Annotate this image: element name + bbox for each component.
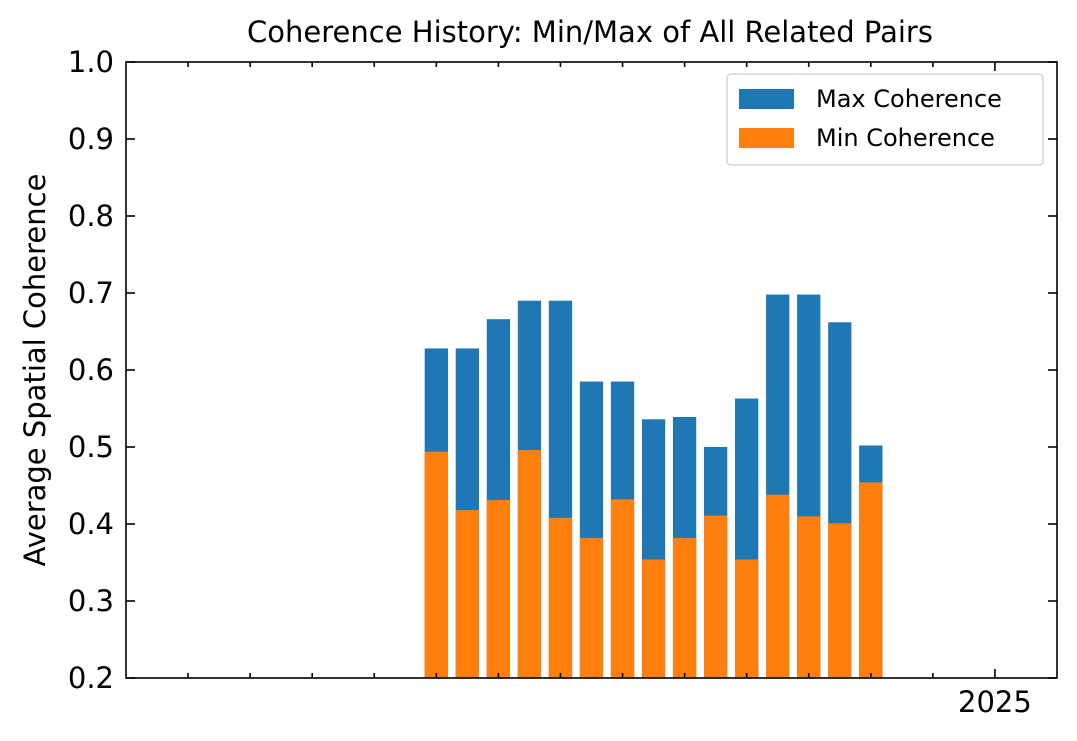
bar-min-6 — [610, 499, 635, 678]
bar-min-11 — [766, 494, 790, 678]
legend-label-0: Max Coherence — [816, 85, 1002, 113]
bar-min-1 — [455, 510, 480, 678]
legend-swatch-0 — [739, 89, 794, 109]
bar-min-0 — [424, 451, 448, 678]
legend-box — [726, 73, 1044, 166]
bar-min-9 — [703, 515, 728, 678]
bars-group — [424, 294, 883, 678]
bar-min-8 — [672, 537, 697, 678]
y-tick-label-4: 0.6 — [68, 353, 114, 387]
y-tick-label-6: 0.8 — [68, 199, 114, 233]
y-tick-label-2: 0.4 — [68, 507, 114, 541]
bar-min-10 — [735, 559, 759, 678]
y-tick-label-0: 0.2 — [68, 661, 114, 695]
y-tick-label-5: 0.7 — [68, 276, 114, 310]
legend: Max Coherence Min Coherence — [726, 73, 1044, 166]
y-tick-label-1: 0.3 — [68, 584, 114, 618]
bar-min-13 — [828, 523, 852, 678]
y-tick-label-7: 0.9 — [68, 122, 114, 156]
x-tick-label-0: 2025 — [958, 685, 1032, 719]
y-axis-label: Average Spatial Coherence — [18, 174, 52, 567]
y-tick-label-3: 0.5 — [68, 430, 114, 464]
bar-min-12 — [797, 516, 821, 678]
bar-min-5 — [579, 537, 604, 678]
bar-min-2 — [486, 500, 511, 678]
y-tick-label-8: 1.0 — [68, 45, 114, 79]
bar-min-7 — [641, 559, 666, 678]
chart-title: Coherence History: Min/Max of All Relate… — [247, 15, 933, 49]
bar-min-4 — [548, 517, 573, 678]
legend-label-1: Min Coherence — [816, 124, 995, 152]
legend-swatch-1 — [739, 128, 794, 148]
bar-min-3 — [517, 450, 542, 678]
bar-min-14 — [859, 482, 883, 678]
axes-group: 0.2 0.3 0.4 0.5 0.6 0.7 0.8 0.9 1.0 2025 — [68, 45, 1058, 719]
